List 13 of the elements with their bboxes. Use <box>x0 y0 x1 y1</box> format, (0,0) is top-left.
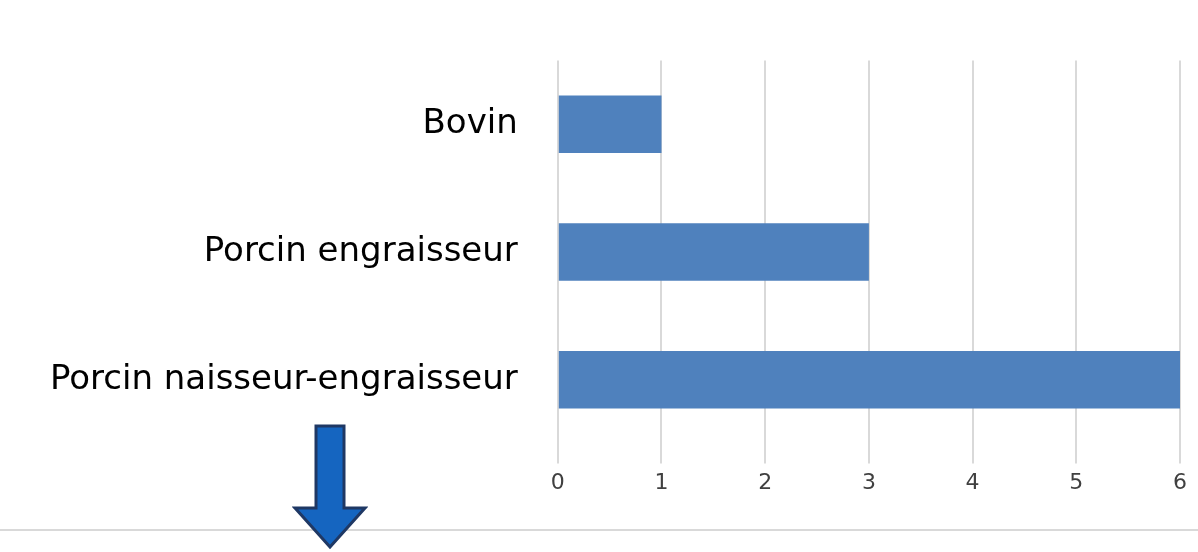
x-tick-label: 4 <box>965 468 980 494</box>
y-tick-label: Porcin naisseur-engraisseur <box>49 356 518 397</box>
bar <box>558 223 869 281</box>
x-tick-label: 6 <box>1173 468 1187 494</box>
x-tick-label: 1 <box>654 468 669 494</box>
bar <box>558 95 662 154</box>
x-tick-label: 3 <box>861 468 876 494</box>
y-tick-label: Porcin engraisseur <box>203 228 518 269</box>
bar <box>558 350 1180 409</box>
y-tick-label: Bovin <box>422 101 518 142</box>
x-tick-label: 5 <box>1069 468 1084 494</box>
x-tick-label: 2 <box>758 468 773 494</box>
x-tick-label: 0 <box>550 468 565 494</box>
